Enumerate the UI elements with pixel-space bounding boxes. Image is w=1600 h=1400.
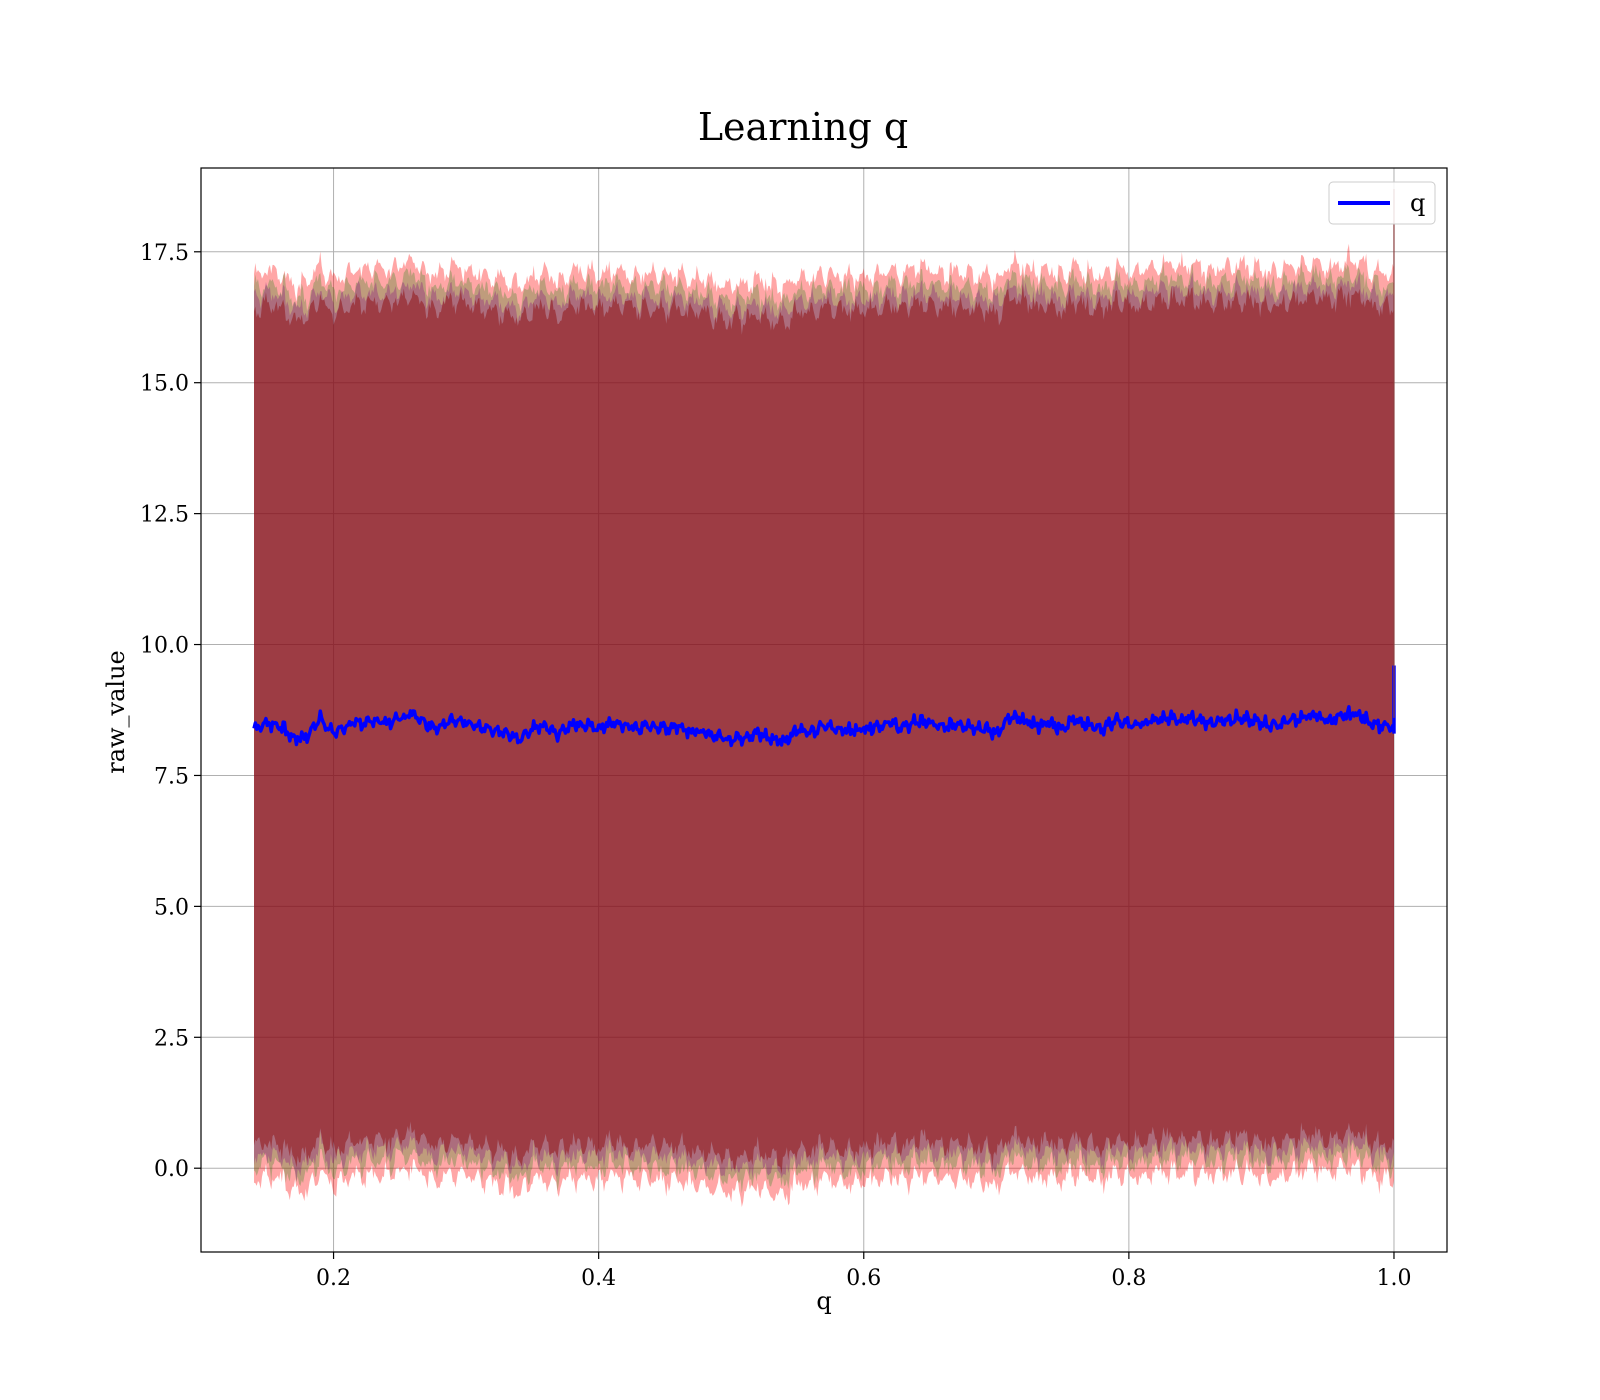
y-tick-label-2: 5.0: [154, 895, 189, 920]
y-tick-label-6: 15.0: [140, 372, 189, 397]
y-axis-title: raw_value: [102, 650, 130, 774]
series-lines: [252, 188, 1396, 748]
legend: q: [1328, 181, 1436, 225]
y-tick-label-1: 2.5: [154, 1026, 189, 1051]
x-tick-label-0: 0.2: [316, 1266, 351, 1291]
legend-label-q: q: [1410, 189, 1425, 217]
y-tick-label-5: 12.5: [140, 503, 189, 528]
x-tick-label-2: 0.6: [846, 1266, 881, 1291]
y-tick-label-0: 0.0: [154, 1157, 189, 1182]
y-tick-label-3: 7.5: [154, 764, 189, 789]
plot-frame: [200, 167, 1448, 1253]
series-line-q: [252, 705, 1395, 748]
y-tick-label-7: 17.5: [140, 241, 189, 266]
x-tick-label-1: 0.4: [581, 1266, 616, 1291]
x-tick-label-4: 1.0: [1376, 1266, 1411, 1291]
chart-title: Learning q: [698, 105, 908, 149]
ticks: 0.2 0.4 0.6 0.8 1.0 0.0 2.5 5.0 7.5 10.0 12.5 15.0 1…: [140, 241, 1411, 1291]
x-axis-title: q: [816, 1287, 831, 1315]
x-tick-label-3: 0.8: [1111, 1266, 1146, 1291]
y-tick-label-4: 10.0: [140, 634, 189, 659]
